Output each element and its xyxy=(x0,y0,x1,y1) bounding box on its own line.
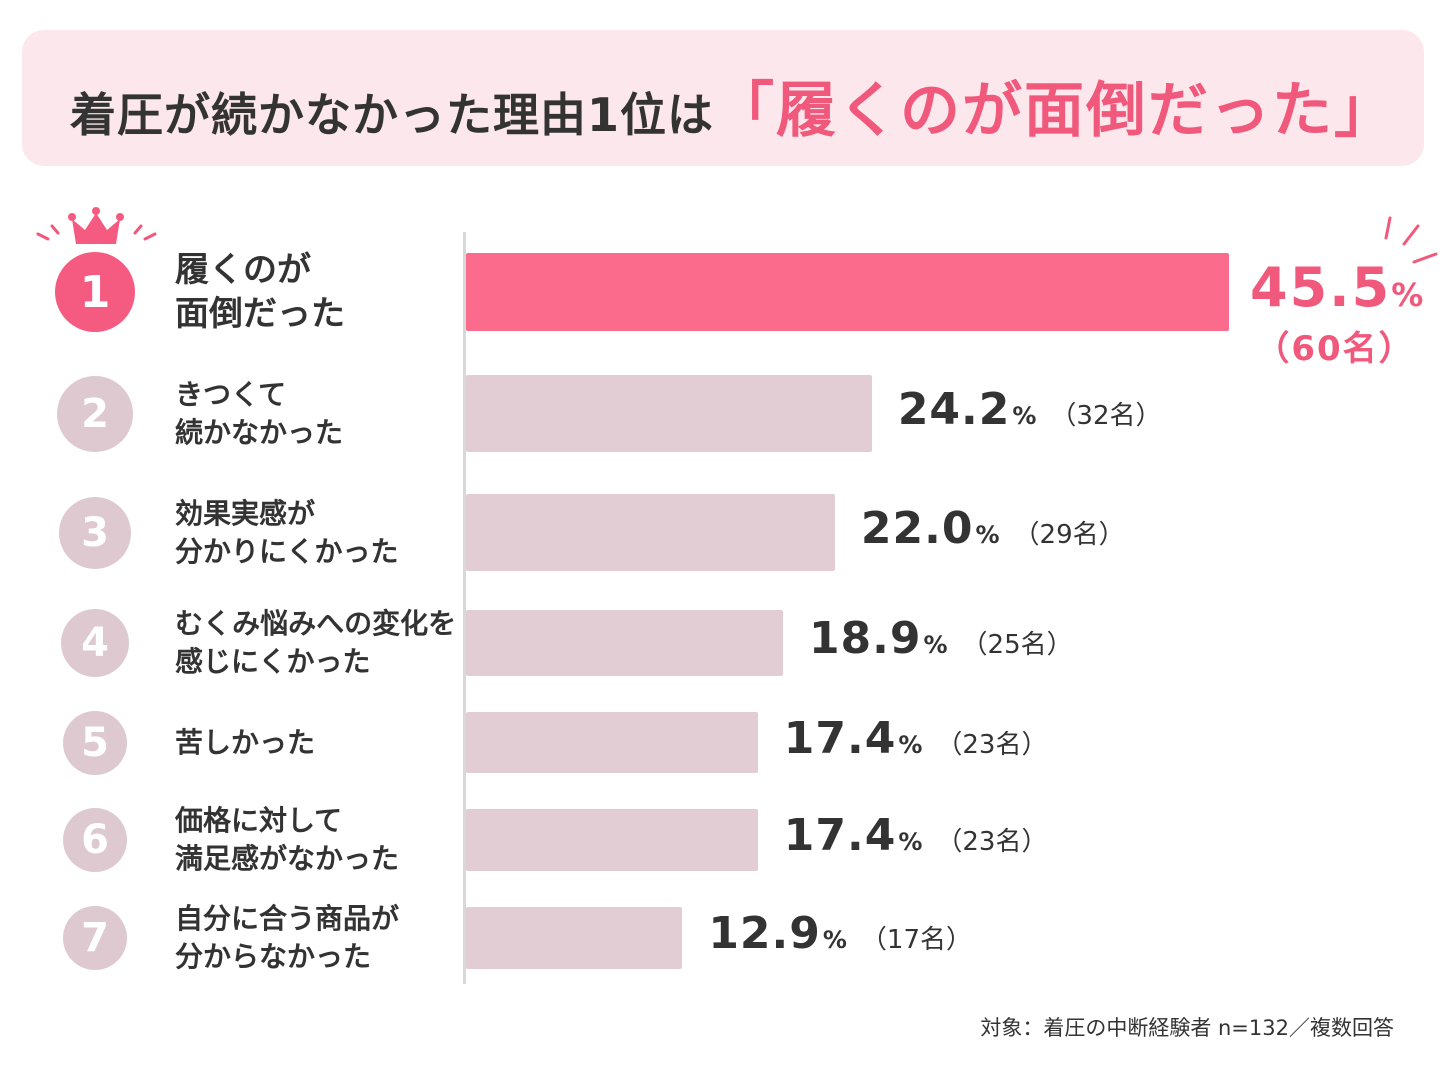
value-number: 17.4 xyxy=(783,810,897,861)
value-label-7: 12.9% （17名） xyxy=(708,908,972,959)
bar-4 xyxy=(466,610,783,676)
value-label-1: 45.5% （60名） xyxy=(1250,256,1424,370)
value-percent-sign: % xyxy=(822,926,847,954)
value-label-6: 17.4% （23名） xyxy=(784,810,1048,861)
title-main-text: 着圧が続かなかった理由1位は xyxy=(70,88,715,142)
value-percent-sign: % xyxy=(923,631,948,659)
value-count: （32名） xyxy=(1050,400,1162,431)
rank-badge-2: 2 xyxy=(57,375,133,452)
rank-badge-3: 3 xyxy=(59,496,131,569)
value-number: 22.0 xyxy=(860,502,974,554)
rank-badge-7: 7 xyxy=(63,906,127,970)
value-count: （23名） xyxy=(936,729,1048,760)
title-highlight-text: 「履くのが面倒だった」 xyxy=(714,76,1397,146)
bar-6 xyxy=(466,809,758,871)
category-label-line: 自分に合う商品が xyxy=(175,902,400,935)
category-label-6: 価格に対して満足感がなかった xyxy=(175,802,399,878)
value-percent-sign: % xyxy=(975,520,1000,549)
bar-3 xyxy=(466,494,835,571)
sparkle-icon xyxy=(1384,216,1438,264)
rank-badge-6: 6 xyxy=(63,808,127,872)
value-percent-line: 45.5% xyxy=(1250,256,1424,319)
rank-badge-1: 1 xyxy=(55,252,135,332)
value-count: （23名） xyxy=(936,827,1048,857)
value-percent-sign: % xyxy=(898,730,923,759)
value-percent-sign: % xyxy=(1012,401,1037,430)
category-label-3: 効果実感が分かりにくかった xyxy=(175,495,398,571)
category-label-line: 価格に対して xyxy=(175,804,343,837)
category-label-line: むくみ悩みへの変化を xyxy=(175,607,457,640)
value-count: （17名） xyxy=(860,925,973,955)
category-label-line: 分からなかった xyxy=(175,940,372,973)
value-number: 18.9 xyxy=(808,613,922,664)
category-label-5: 苦しかった xyxy=(175,724,315,762)
bar-5 xyxy=(466,712,758,773)
value-count: （60名） xyxy=(1255,329,1415,369)
title-banner xyxy=(22,30,1424,166)
value-percent-sign: % xyxy=(1391,276,1424,314)
value-number: 45.5 xyxy=(1250,256,1392,319)
category-label-line: 感じにくかった xyxy=(175,645,371,678)
category-label-4: むくみ悩みへの変化を 感じにくかった xyxy=(175,605,456,681)
category-label-line: 面倒だった xyxy=(175,294,345,334)
category-label-line: 分かりにくかった xyxy=(175,534,399,568)
bar-1 xyxy=(466,253,1229,331)
category-label-line: 満足感がなかった xyxy=(175,842,400,875)
value-count: （25名） xyxy=(961,630,1073,660)
bar-2 xyxy=(466,375,872,452)
crown-icon xyxy=(36,207,157,244)
bar-7 xyxy=(466,907,683,969)
rank-badge-4: 4 xyxy=(61,609,129,677)
category-label-line: 苦しかった xyxy=(175,725,316,759)
value-number: 17.4 xyxy=(783,712,897,764)
value-label-2: 24.2% （32名） xyxy=(898,384,1162,435)
category-label-1: 履くのが 面倒だった xyxy=(175,248,345,336)
category-label-line: 履くのが xyxy=(175,250,311,290)
value-label-3: 22.0% （29名） xyxy=(861,503,1125,554)
value-label-4: 18.9% （25名） xyxy=(809,613,1073,664)
category-label-line: 効果実感が xyxy=(175,496,316,530)
value-number: 24.2 xyxy=(897,383,1011,435)
y-axis-line xyxy=(463,232,466,984)
category-label-line: 続かなかった xyxy=(175,415,344,449)
footnote: 対象：着圧の中断経験者 n=132／複数回答 xyxy=(980,1016,1394,1040)
value-percent-sign: % xyxy=(898,828,923,856)
value-number: 12.9 xyxy=(708,908,821,959)
category-label-7: 自分に合う商品が 分からなかった xyxy=(175,900,399,976)
chart-title: 着圧が続かなかった理由1位は 「履くのが面倒だった」 xyxy=(70,62,1396,146)
category-label-2: きつくて続かなかった xyxy=(175,376,343,452)
value-count: （29名） xyxy=(1013,519,1125,550)
category-label-line: きつくて xyxy=(175,377,287,411)
value-label-5: 17.4% （23名） xyxy=(784,713,1048,764)
rank-badge-5: 5 xyxy=(63,710,127,775)
